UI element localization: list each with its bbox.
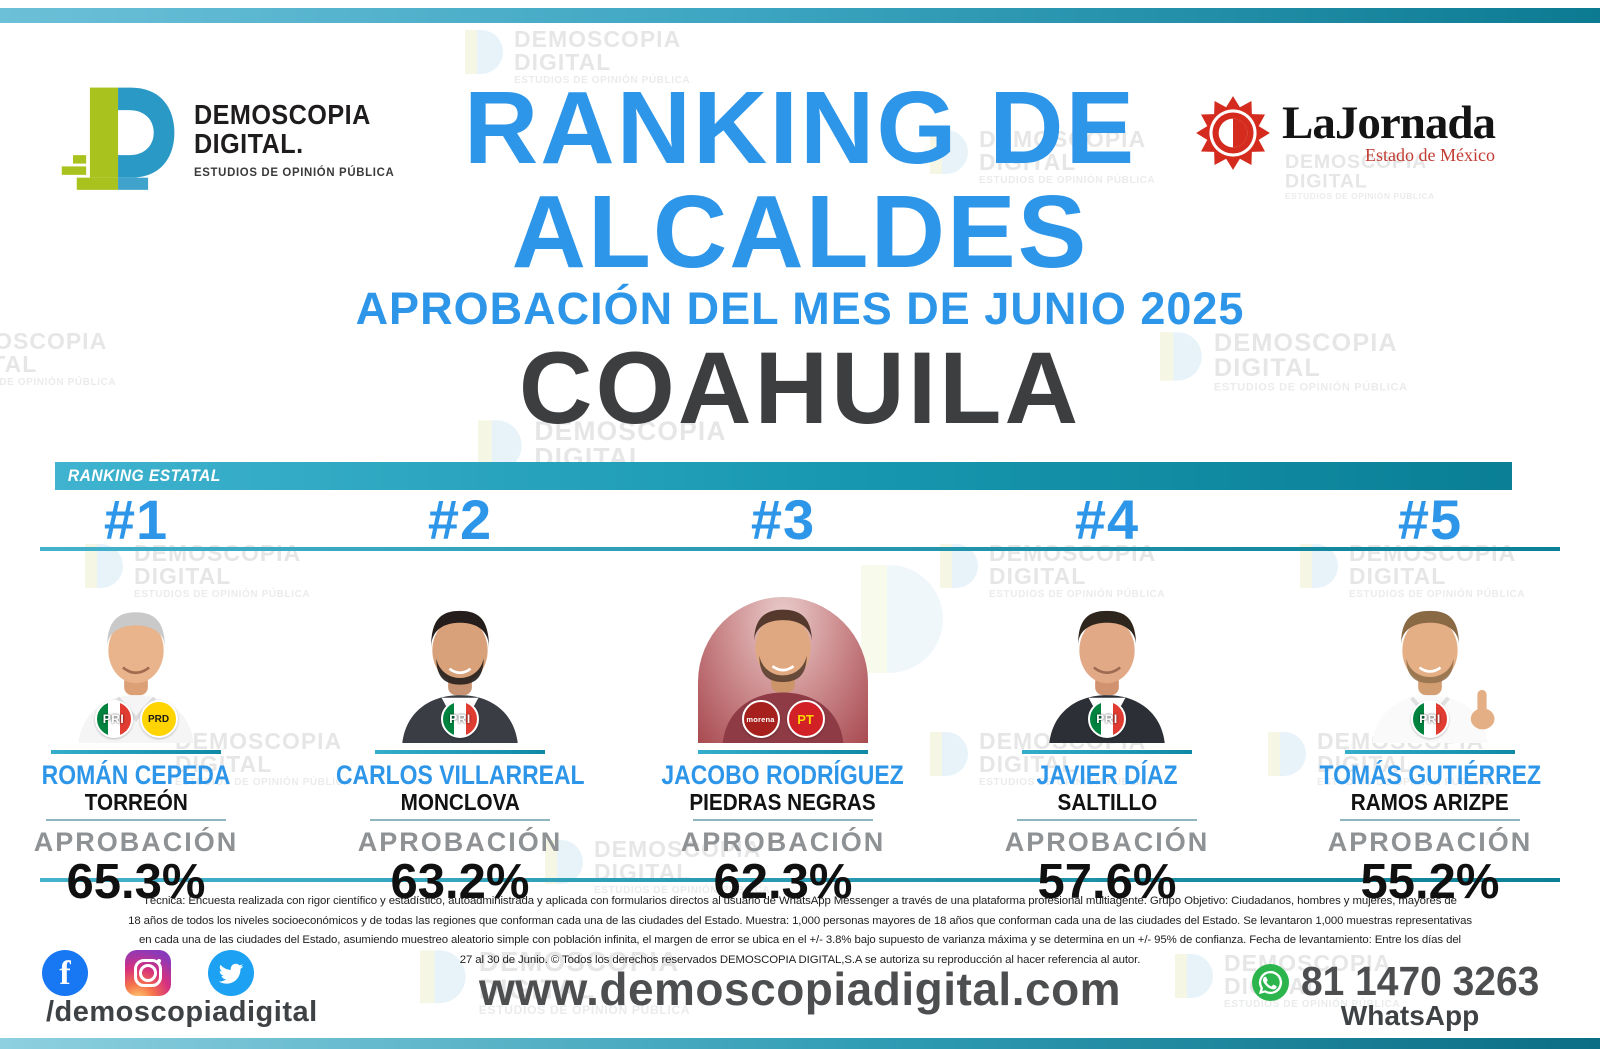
- lajornada-logo: LaJornada Estado de México: [1192, 92, 1496, 174]
- methodology-line: 27 al 30 de Junio. © Todos los derechos …: [459, 953, 1141, 966]
- main-title-line1: RANKING DE: [463, 70, 1137, 185]
- brand-name-line1: DEMOSCOPIA: [194, 99, 371, 130]
- section-bar: RANKING ESTATAL: [55, 462, 1512, 490]
- rank-number: #5: [1397, 488, 1463, 551]
- methodology-note: Técnica: Encuesta realizada con rigor ci…: [40, 892, 1560, 970]
- candidate-city: PIEDRAS NEGRAS: [689, 789, 877, 815]
- candidate-card-5: #5 PRI TOMÁS GUTIÉRREZ: [1280, 488, 1580, 909]
- approval-value: 55.2%: [1360, 855, 1500, 909]
- divider: [1017, 819, 1197, 821]
- party-badge-pri: PRI: [441, 700, 479, 738]
- divider: [370, 819, 550, 821]
- bottom-divider-line: [40, 878, 1560, 882]
- divider: [1340, 819, 1520, 821]
- demoscopia-d-icon: [61, 87, 175, 190]
- candidate-name: JACOBO RODRÍGUEZ: [661, 760, 905, 790]
- candidate-name: CARLOS VILLARREAL: [335, 760, 585, 790]
- brand-name-line2: DIGITAL.: [194, 128, 304, 159]
- subtitle: APROBACIÓN DEL MES DE JUNIO 2025: [355, 283, 1245, 334]
- whatsapp-icon: [1252, 964, 1289, 1001]
- approval-label: APROBACIÓN: [680, 827, 886, 857]
- approval-value: 57.6%: [1037, 855, 1177, 909]
- ranking-columns: #1 PRI PRD ROMÁN CEPEDA TORREÓN: [0, 492, 1600, 908]
- candidate-city: MONCLOVA: [400, 789, 520, 815]
- divider: [1345, 750, 1515, 754]
- divider: [46, 819, 226, 821]
- top-accent-bar: [0, 8, 1600, 23]
- candidate-card-3: #3 morena PT JACOBO RODRÍGUEZ PIEDRAS NE…: [633, 488, 933, 909]
- twitter-icon[interactable]: [208, 950, 254, 996]
- social-handle[interactable]: /demoscopiadigital: [46, 996, 318, 1028]
- state-title: COAHUILA: [518, 331, 1082, 445]
- candidate-photo: PRI: [1022, 597, 1192, 743]
- bottom-accent-bar: [0, 1038, 1600, 1049]
- candidate-city: RAMOS ARIZPE: [1351, 789, 1509, 815]
- candidate-card-1: #1 PRI PRD ROMÁN CEPEDA TORREÓN: [0, 488, 286, 909]
- approval-label: APROBACIÓN: [33, 827, 239, 857]
- rank-number: #3: [750, 488, 816, 551]
- candidate-photo: morena PT: [698, 597, 868, 743]
- instagram-icon[interactable]: [125, 950, 171, 996]
- rank-number: #2: [427, 488, 493, 551]
- candidate-name: JAVIER DÍAZ: [1036, 760, 1178, 790]
- approval-label: APROBACIÓN: [357, 827, 563, 857]
- candidate-city: SALTILLO: [1057, 789, 1157, 815]
- party-badge-prd: PRD: [139, 700, 178, 738]
- person-illustration: [402, 610, 518, 743]
- brand-tagline: ESTUDIOS DE OPINIÓN PÚBLICA: [194, 165, 395, 179]
- divider: [693, 819, 873, 821]
- main-title-line2: ALCALDES: [511, 174, 1089, 289]
- methodology-line: 18 años de todos los niveles socioeconóm…: [128, 914, 1472, 927]
- party-badge-pri: PRI: [1411, 700, 1449, 738]
- facebook-icon[interactable]: f: [42, 950, 88, 996]
- section-label: RANKING ESTATAL: [67, 466, 221, 485]
- rank-number: #4: [1074, 488, 1140, 551]
- candidate-photo: PRI: [1345, 597, 1515, 743]
- rank-divider-line: [40, 547, 1560, 551]
- whatsapp-number: 81 1470 3263: [1301, 958, 1540, 1004]
- divider: [51, 750, 221, 754]
- divider: [1022, 750, 1192, 754]
- candidate-photo: PRI: [375, 597, 545, 743]
- approval-value: 65.3%: [66, 855, 206, 909]
- candidate-name: ROMÁN CEPEDA: [41, 760, 231, 790]
- lajornada-name: LaJornada: [1282, 96, 1496, 149]
- candidate-card-2: #2 PRI CARLOS VILLARREAL MONCLOVA: [310, 488, 610, 909]
- lajornada-region: Estado de México: [1365, 144, 1495, 165]
- divider: [698, 750, 868, 754]
- candidate-name: TOMÁS GUTIÉRREZ: [1319, 760, 1541, 790]
- approval-label: APROBACIÓN: [1004, 827, 1210, 857]
- approval-label: APROBACIÓN: [1327, 827, 1533, 857]
- candidate-city: TORREÓN: [84, 789, 188, 815]
- person-illustration: [1372, 610, 1495, 743]
- social-icons: f: [42, 950, 254, 996]
- methodology-line: en cada una de las ciudades del Estado, …: [139, 934, 1461, 946]
- party-badge-pri: PRI: [1088, 700, 1126, 738]
- party-badge-pt: PT: [786, 700, 825, 738]
- approval-value: 63.2%: [390, 855, 530, 909]
- whatsapp-label: WhatsApp: [1340, 1000, 1480, 1031]
- rank-number: #1: [103, 488, 169, 551]
- party-badge-pri: PRI: [94, 700, 133, 738]
- lajornada-sun-icon: [1196, 96, 1270, 170]
- demoscopia-logo: DEMOSCOPIA DIGITAL. ESTUDIOS DE OPINIÓN …: [58, 84, 405, 200]
- party-badge-morena: morena: [741, 700, 780, 738]
- methodology-line: Técnica: Encuesta realizada con rigor ci…: [143, 895, 1457, 907]
- website-url[interactable]: www.demoscopiadigital.com: [478, 963, 1122, 1015]
- divider: [375, 750, 545, 754]
- candidate-photo: PRI PRD: [51, 597, 221, 743]
- whatsapp-contact[interactable]: 81 1470 3263: [1252, 960, 1552, 1002]
- approval-value: 62.3%: [713, 855, 853, 909]
- candidate-card-4: #4 PRI JAVIER DÍAZ SALTILLO APROBACIÓN: [957, 488, 1257, 909]
